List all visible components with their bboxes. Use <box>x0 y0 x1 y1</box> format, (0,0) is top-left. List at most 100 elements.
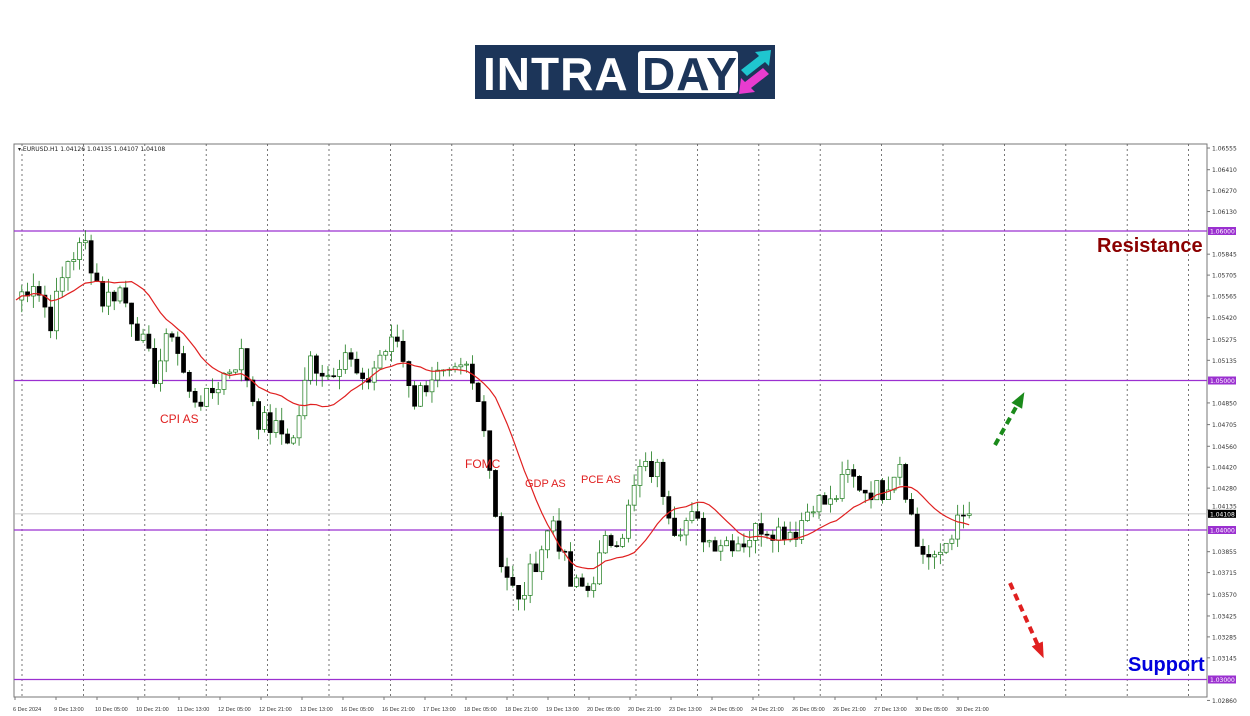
level-label: 1.04000 <box>1210 528 1235 535</box>
candle <box>868 492 874 501</box>
x-tick-label: 12 Dec 05:00 <box>218 707 251 713</box>
candle <box>30 286 36 297</box>
candle <box>412 385 417 407</box>
candle <box>227 371 233 374</box>
level-label-bg <box>1208 526 1236 534</box>
candle <box>781 526 787 541</box>
level-label: 1.05000 <box>1210 378 1235 385</box>
candle <box>337 369 342 377</box>
candle <box>117 287 123 302</box>
candle <box>643 461 649 467</box>
y-tick-label: 1.05565 <box>1212 294 1237 301</box>
candle <box>400 340 406 362</box>
candle <box>631 485 637 506</box>
candle <box>545 530 550 551</box>
annotation-pce-as: PCE AS <box>581 474 621 486</box>
candle <box>319 372 325 377</box>
current-price-label: 1.04108 <box>1210 511 1235 518</box>
level-label-bg <box>1208 227 1236 235</box>
candle <box>435 369 441 381</box>
candle <box>932 554 937 558</box>
candle <box>955 514 961 540</box>
logo-text-day: DAY <box>642 48 738 100</box>
candle <box>146 333 152 349</box>
candle <box>158 360 163 384</box>
x-tick-label: 10 Dec 05:00 <box>95 707 128 713</box>
candle <box>857 475 862 491</box>
y-tick-label: 1.05275 <box>1212 337 1237 344</box>
candle <box>683 520 689 536</box>
y-tick-label: 1.06270 <box>1212 188 1237 195</box>
x-tick-label: 11 Dec 13:00 <box>177 707 209 713</box>
candle <box>394 336 400 342</box>
candle <box>966 513 972 516</box>
arrow-head-icon <box>1011 392 1025 409</box>
candle <box>579 577 585 587</box>
candle <box>493 470 498 517</box>
candle <box>591 583 597 591</box>
candle <box>215 389 221 394</box>
candle <box>71 259 77 262</box>
candle <box>574 577 579 587</box>
x-tick-label: 24 Dec 21:00 <box>751 707 784 713</box>
candle <box>799 520 805 540</box>
y-tick-label: 1.04420 <box>1212 465 1237 472</box>
y-tick-label: 1.05705 <box>1212 273 1237 280</box>
candle <box>706 540 712 543</box>
candle <box>620 537 625 547</box>
candle <box>238 348 244 371</box>
candle <box>735 543 741 552</box>
candle <box>481 401 487 432</box>
intraday-logo: INTRA DAY <box>475 45 775 100</box>
candle <box>677 534 683 537</box>
candle <box>695 511 701 519</box>
candle <box>175 336 181 354</box>
y-tick-label: 1.03145 <box>1212 655 1237 662</box>
x-tick-label: 20 Dec 21:00 <box>628 707 661 713</box>
y-tick-label: 1.06130 <box>1212 209 1237 216</box>
candle <box>903 464 909 500</box>
candle <box>192 390 198 403</box>
candle <box>614 545 620 547</box>
y-tick-label: 1.02860 <box>1212 698 1237 705</box>
candle <box>250 379 256 402</box>
x-tick-label: 16 Dec 21:00 <box>382 707 415 713</box>
x-tick-label: 17 Dec 13:00 <box>423 707 456 713</box>
level-label-bg <box>1208 376 1236 385</box>
candle <box>880 480 885 500</box>
candle <box>891 476 897 491</box>
candle <box>418 385 423 407</box>
x-tick-label: 6 Dec 2024 <box>13 707 41 713</box>
candle <box>828 498 833 505</box>
y-tick-label: 1.05135 <box>1212 358 1237 365</box>
candle <box>527 563 533 596</box>
candle <box>805 511 810 521</box>
candle <box>342 352 348 370</box>
candle <box>822 495 828 505</box>
x-tick-label: 26 Dec 05:00 <box>792 707 825 713</box>
annotation-gdp-as: GDP AS <box>525 478 566 490</box>
candle <box>626 504 631 539</box>
y-tick-label: 1.03715 <box>1212 570 1237 577</box>
candle <box>65 261 71 279</box>
x-tick-label: 27 Dec 13:00 <box>874 707 907 713</box>
candle <box>221 373 227 390</box>
candle <box>140 333 146 341</box>
candle <box>660 461 666 497</box>
candle <box>458 364 464 368</box>
candle <box>556 520 562 552</box>
candle <box>608 535 614 546</box>
candle <box>273 420 279 433</box>
annotation-fomc: FOMC <box>465 457 501 471</box>
candle <box>181 353 186 373</box>
candle <box>464 363 469 366</box>
candle <box>498 516 504 568</box>
y-tick-label: 1.03855 <box>1212 549 1237 556</box>
candle <box>701 517 706 543</box>
y-tick-label: 1.04560 <box>1212 444 1237 451</box>
candle <box>423 385 429 393</box>
candle <box>522 595 527 600</box>
y-tick-label: 1.04135 <box>1212 503 1237 510</box>
candle <box>897 464 903 478</box>
